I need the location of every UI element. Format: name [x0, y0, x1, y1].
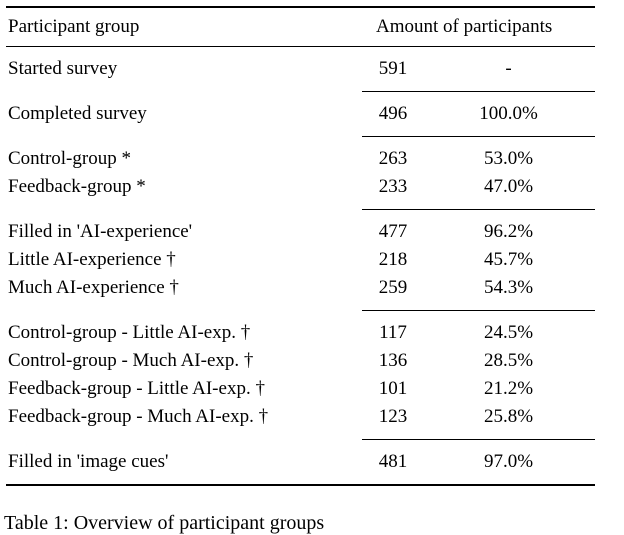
- table-group: Control-group * 263 53.0% Feedback-group * 2…: [6, 137, 595, 209]
- row-label: Feedback-group - Little AI-exp. †: [8, 378, 265, 399]
- row-count: 496: [378, 103, 408, 124]
- row-percent: 53.0%: [483, 148, 534, 169]
- row-count: 123: [378, 406, 408, 427]
- row-label: Started survey: [8, 58, 118, 79]
- row-label: Little AI-experience †: [8, 249, 176, 270]
- table-row: Feedback-group - Little AI-exp. † 101 21.2…: [6, 375, 595, 403]
- column-header-participant-group: Participant group: [8, 16, 140, 37]
- row-percent: 28.5%: [483, 350, 534, 371]
- row-label: Feedback-group *: [8, 176, 146, 197]
- table-group: Control-group - Little AI-exp. † 117 24.5%…: [6, 311, 595, 439]
- group-separator-rule: [362, 310, 595, 311]
- table-row: Started survey 591 -: [6, 55, 595, 83]
- group-separator-rule: [362, 439, 595, 440]
- table-header-row: Participant group Amount of participants: [6, 8, 595, 46]
- table-group: Completed survey 496 100.0%: [6, 92, 595, 136]
- table-group: Filled in 'image cues' 481 97.0%: [6, 440, 595, 484]
- row-percent: 47.0%: [483, 176, 534, 197]
- table-row: Feedback-group * 233 47.0%: [6, 173, 595, 201]
- row-count: 481: [378, 451, 408, 472]
- table-row: Little AI-experience † 218 45.7%: [6, 246, 595, 274]
- row-count: 218: [378, 249, 408, 270]
- row-percent: 21.2%: [483, 378, 534, 399]
- bottom-rule: [6, 484, 595, 486]
- table-row: Control-group * 263 53.0%: [6, 145, 595, 173]
- row-count: 477: [378, 221, 408, 242]
- row-label: Control-group - Little AI-exp. †: [8, 322, 251, 343]
- row-percent: 24.5%: [483, 322, 534, 343]
- table-row: Control-group - Little AI-exp. † 117 24.5%: [6, 319, 595, 347]
- table-row: Much AI-experience † 259 54.3%: [6, 274, 595, 302]
- table-caption: Table 1: Overview of participant groups: [4, 512, 325, 534]
- top-rule: [6, 6, 595, 8]
- participants-table: Participant group Amount of participants…: [6, 6, 595, 486]
- header-rule: [6, 46, 595, 47]
- table-row: Filled in 'AI-experience' 477 96.2%: [6, 218, 595, 246]
- row-percent: 97.0%: [483, 451, 534, 472]
- row-percent: 100.0%: [479, 103, 538, 124]
- table-row: Feedback-group - Much AI-exp. † 123 25.8%: [6, 403, 595, 431]
- row-percent: 54.3%: [483, 277, 534, 298]
- table-row: Completed survey 496 100.0%: [6, 100, 595, 128]
- row-percent: -: [505, 58, 512, 79]
- row-count: 117: [379, 322, 407, 343]
- row-percent: 45.7%: [483, 249, 534, 270]
- row-count: 591: [378, 58, 408, 79]
- row-count: 263: [378, 148, 408, 169]
- row-percent: 25.8%: [483, 406, 534, 427]
- row-count: 259: [378, 277, 408, 298]
- row-count: 101: [378, 378, 408, 399]
- row-label: Feedback-group - Much AI-exp. †: [8, 406, 269, 427]
- row-label: Control-group - Much AI-exp. †: [8, 350, 254, 371]
- row-label: Control-group *: [8, 148, 131, 169]
- table-groups: Started survey 591 - Completed survey 496 100…: [6, 47, 595, 484]
- group-separator-rule: [362, 91, 595, 92]
- row-count: 136: [378, 350, 408, 371]
- column-header-amount-of-participants: Amount of participants: [376, 16, 553, 37]
- row-label: Filled in 'image cues': [8, 451, 169, 472]
- row-percent: 96.2%: [483, 221, 534, 242]
- table-row: Control-group - Much AI-exp. † 136 28.5%: [6, 347, 595, 375]
- group-separator-rule: [362, 136, 595, 137]
- row-count: 233: [378, 176, 408, 197]
- table-row: Filled in 'image cues' 481 97.0%: [6, 448, 595, 476]
- row-label: Much AI-experience †: [8, 277, 179, 298]
- table-group: Filled in 'AI-experience' 477 96.2% Little …: [6, 210, 595, 310]
- row-label: Filled in 'AI-experience': [8, 221, 193, 242]
- group-separator-rule: [362, 209, 595, 210]
- table-group: Started survey 591 -: [6, 47, 595, 91]
- row-label: Completed survey: [8, 103, 147, 124]
